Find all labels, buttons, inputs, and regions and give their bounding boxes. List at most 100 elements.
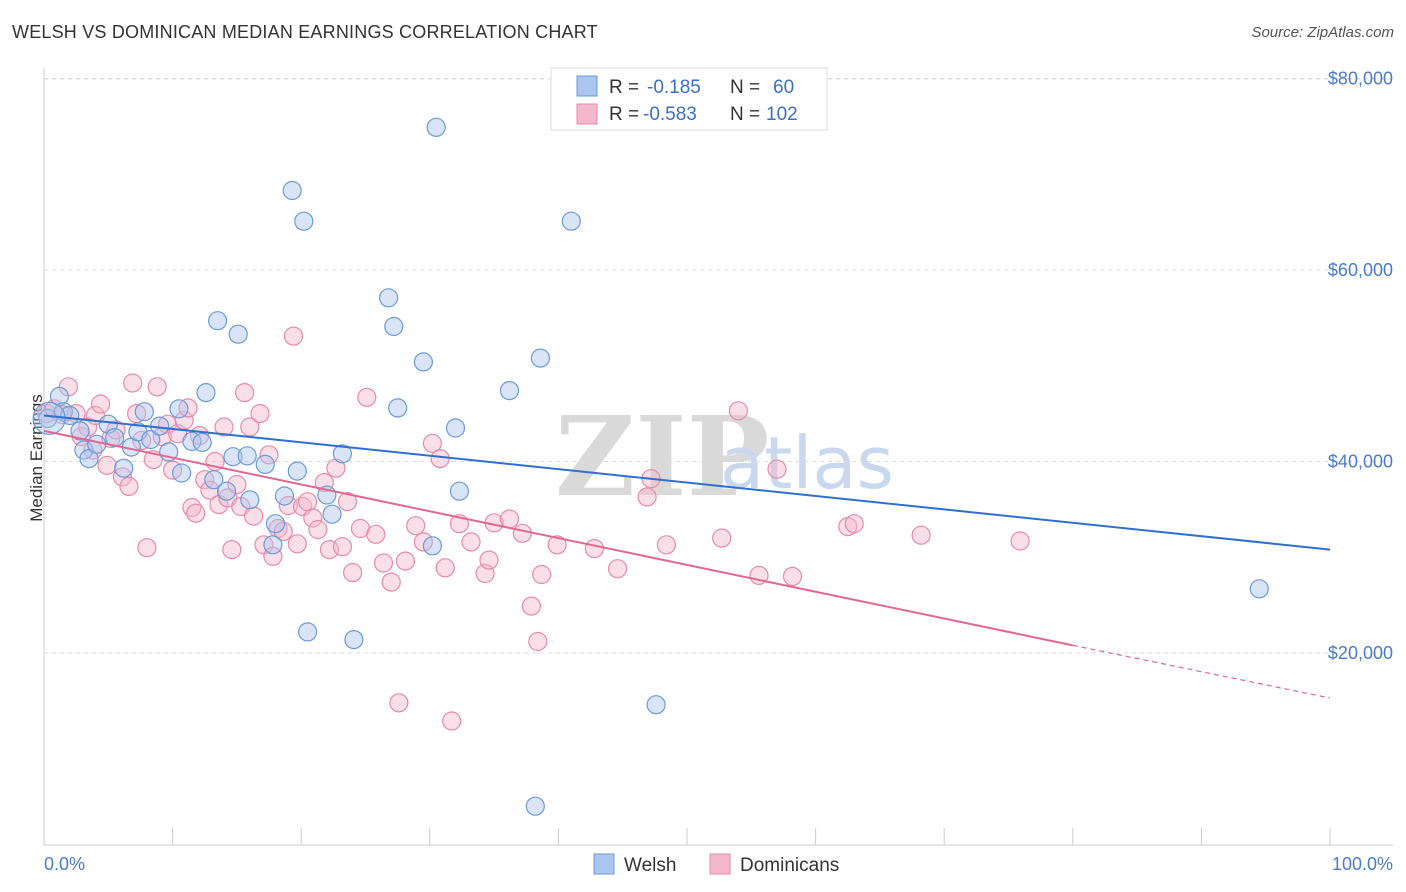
dominicans-point	[119, 476, 139, 496]
y-tick-label: $60,000	[1328, 260, 1393, 280]
dominicans-point	[389, 693, 409, 713]
welsh-point	[87, 434, 107, 454]
dominicans-point	[303, 508, 323, 528]
welsh-point	[388, 398, 408, 418]
welsh-trend-line	[43, 414, 1331, 551]
welsh-point	[265, 514, 286, 534]
dominicans-point	[244, 506, 264, 526]
welsh-point	[228, 324, 248, 344]
welsh-points	[32, 117, 1269, 816]
welsh-point	[114, 458, 134, 478]
legend-swatch-dominicans	[576, 103, 598, 125]
top-legend: R = -0.185 N = 60 R = -0.583 N = 102	[550, 67, 828, 131]
dominicans-point	[911, 525, 931, 545]
welsh-point	[322, 504, 342, 524]
dominicans-point	[528, 631, 548, 652]
welsh-point	[237, 446, 257, 466]
welsh-point	[298, 622, 318, 642]
dominicans-point	[430, 449, 450, 469]
x-axis-ticks	[43, 828, 1331, 845]
legend-dom-r-label: R =	[609, 104, 639, 125]
dominicans-point	[767, 459, 787, 479]
dominicans-point	[584, 538, 605, 559]
dominicans-point	[381, 572, 401, 592]
bottom-legend-dominicans: Dominicans	[740, 855, 839, 876]
legend-swatch-welsh	[576, 75, 598, 97]
dominicans-point	[214, 417, 234, 437]
dominicans-point	[712, 528, 732, 548]
welsh-point	[445, 418, 466, 438]
dominicans-point	[499, 509, 520, 529]
legend-dom-n-label: N =	[730, 104, 760, 125]
dominicans-point	[461, 532, 481, 552]
welsh-point-cluster	[32, 401, 66, 436]
welsh-point	[70, 421, 90, 441]
dominicans-point	[366, 524, 386, 544]
legend-dom-r-value: -0.583	[643, 104, 697, 125]
chart-title: WELSH VS DOMINICAN MEDIAN EARNINGS CORRE…	[12, 22, 598, 42]
y-tick-label: $20,000	[1328, 643, 1393, 663]
watermark-zip: ZIP	[555, 392, 769, 521]
welsh-point	[449, 481, 469, 501]
legend-welsh-n-label: N =	[730, 77, 760, 98]
dominicans-trend-line	[43, 429, 1074, 647]
dominicans-point	[422, 433, 442, 453]
bottom-legend-swatch-dominicans	[709, 853, 731, 875]
dominicans-point	[782, 566, 803, 587]
welsh-point	[332, 444, 352, 464]
welsh-point	[426, 117, 446, 137]
dominicans-point	[607, 559, 628, 579]
dominicans-point	[137, 538, 157, 558]
welsh-point	[192, 432, 212, 452]
dominicans-point	[90, 394, 111, 414]
bottom-legend: Welsh Dominicans	[593, 853, 839, 876]
dominicans-point	[442, 711, 462, 731]
grid-lines	[44, 78, 1393, 654]
legend-dom-n-value: 102	[766, 104, 798, 125]
dominicans-point	[222, 539, 242, 560]
welsh-point	[255, 454, 275, 474]
welsh-point	[282, 180, 302, 201]
welsh-point	[561, 211, 581, 231]
welsh-point	[274, 486, 295, 506]
dominicans-point	[435, 558, 455, 578]
welsh-point	[379, 288, 399, 308]
bottom-legend-welsh: Welsh	[624, 855, 676, 876]
welsh-point	[413, 352, 433, 372]
welsh-point	[525, 796, 545, 816]
dominicans-point	[547, 535, 567, 555]
dominicans-point	[332, 537, 352, 557]
dominicans-point	[373, 553, 394, 573]
dominicans-point	[406, 516, 426, 536]
dominicans-point	[357, 387, 377, 407]
y-axis-title: Median Earnings	[27, 394, 46, 522]
dominicans-point	[227, 474, 247, 495]
dominicans-point	[273, 521, 293, 542]
welsh-point	[263, 535, 283, 555]
welsh-point	[217, 481, 237, 501]
welsh-point	[196, 383, 216, 403]
dominicans-point	[532, 564, 552, 585]
welsh-point	[287, 461, 307, 481]
welsh-point	[240, 490, 260, 510]
dominicans-point	[337, 492, 358, 512]
welsh-point	[422, 536, 442, 556]
x-tick-label-100: 100.0%	[1332, 854, 1393, 874]
dominicans-point	[395, 551, 415, 571]
dominicans-point	[186, 503, 206, 523]
dominicans-points	[36, 326, 1030, 731]
bottom-legend-swatch-welsh	[593, 853, 615, 875]
welsh-point	[208, 311, 228, 331]
y-tick-label: $80,000	[1328, 69, 1393, 89]
welsh-point	[344, 629, 364, 650]
welsh-point	[204, 470, 224, 490]
dominicans-point	[182, 497, 202, 518]
legend-welsh-r-value: -0.185	[647, 77, 701, 98]
dominicans-point	[637, 487, 657, 507]
dominicans-point	[844, 514, 864, 534]
welsh-point	[294, 211, 314, 231]
x-tick-label-0: 0.0%	[44, 854, 85, 874]
dominicans-point	[308, 519, 328, 540]
dominicans-point	[287, 534, 307, 554]
